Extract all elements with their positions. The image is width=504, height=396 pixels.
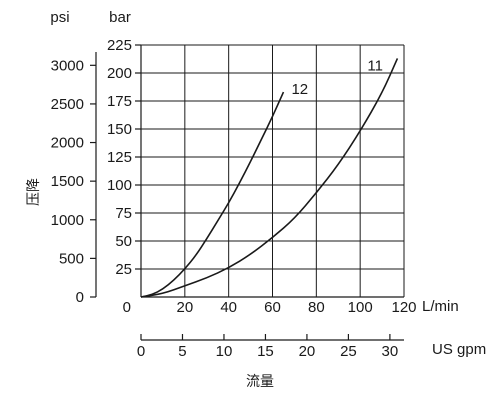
x-axis-title: 流量 <box>246 374 274 390</box>
lmin-tick-label: 120 <box>391 299 416 316</box>
lmin-tick-label: 40 <box>220 299 237 316</box>
lmin-tick-label: 80 <box>308 299 325 316</box>
psi-tick-label: 1000 <box>51 212 84 229</box>
psi-tick-label: 2500 <box>51 96 84 113</box>
bar-unit-label: bar <box>109 9 131 26</box>
psi-tick-label: 0 <box>76 289 84 306</box>
psi-unit-label: psi <box>50 9 69 26</box>
gpm-tick-label: 20 <box>299 343 316 360</box>
gpm-unit-label: US gpm <box>432 341 486 358</box>
bar-tick-label: 125 <box>107 149 132 166</box>
origin-tick-label: 0 <box>123 299 131 316</box>
lmin-unit-label: L/min <box>422 298 459 315</box>
bar-tick-label: 100 <box>107 177 132 194</box>
bar-tick-label: 150 <box>107 121 132 138</box>
curve-label-12: 12 <box>291 81 308 98</box>
curve-label-11: 11 <box>367 57 383 74</box>
gpm-tick-label: 25 <box>340 343 357 360</box>
bar-tick-label: 225 <box>107 37 132 54</box>
lmin-tick-label: 20 <box>176 299 193 316</box>
gpm-tick-label: 0 <box>137 343 145 360</box>
psi-tick-label: 500 <box>59 250 84 267</box>
gpm-tick-label: 15 <box>257 343 274 360</box>
lmin-tick-label: 60 <box>264 299 281 316</box>
gpm-tick-label: 5 <box>178 343 186 360</box>
gpm-tick-label: 10 <box>216 343 233 360</box>
bar-tick-label: 50 <box>115 233 132 250</box>
bar-tick-label: 175 <box>107 93 132 110</box>
psi-tick-label: 2000 <box>51 135 84 152</box>
bar-tick-label: 75 <box>115 205 132 222</box>
gpm-tick-label: 30 <box>382 343 399 360</box>
axes <box>90 44 405 341</box>
psi-tick-label: 1500 <box>51 173 84 190</box>
bar-tick-label: 25 <box>115 261 132 278</box>
y-axis-title: 压降 <box>26 178 42 206</box>
grid-lines <box>141 44 404 297</box>
bar-tick-label: 200 <box>107 65 132 82</box>
curve-series-11 <box>140 58 399 298</box>
curve-series-12 <box>140 91 285 298</box>
psi-tick-label: 3000 <box>51 57 84 74</box>
curves <box>140 58 399 298</box>
lmin-tick-label: 100 <box>348 299 373 316</box>
